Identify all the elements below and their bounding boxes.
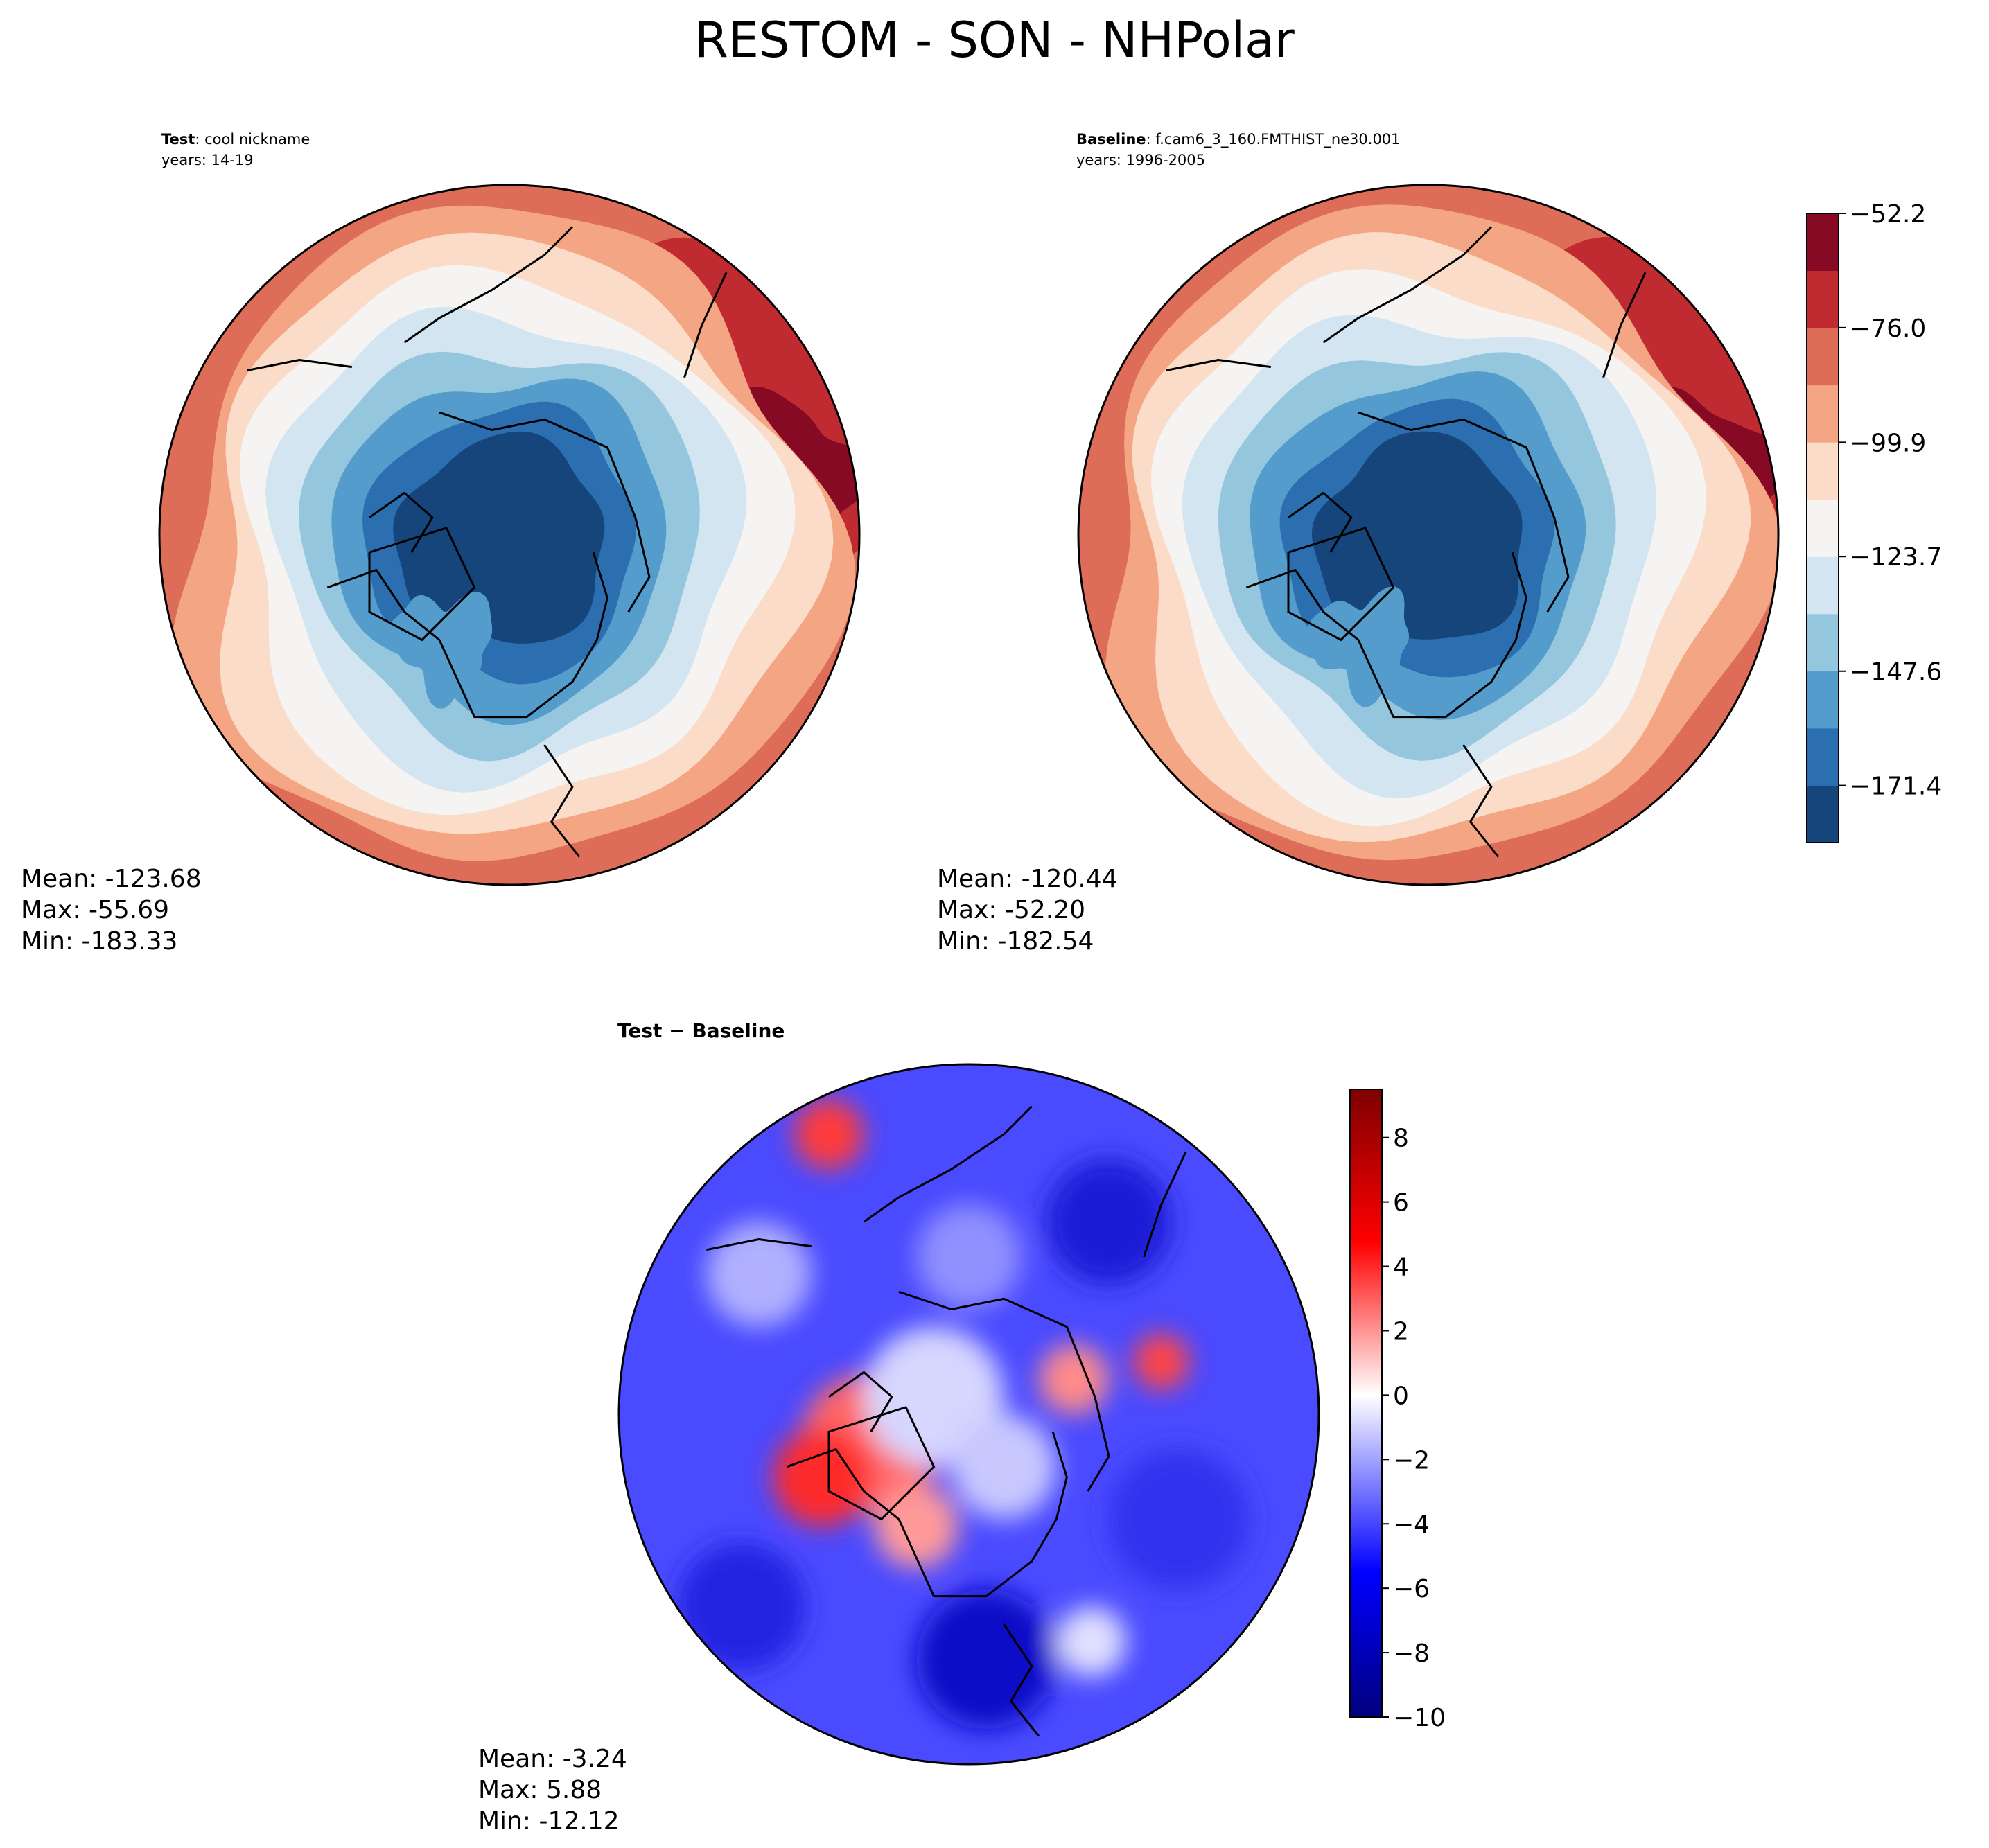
contour-band — [1308, 586, 1410, 707]
colorbar-level — [1807, 213, 1839, 272]
colorbar-level — [1807, 385, 1839, 443]
coastline — [683, 272, 728, 378]
colorbar-tick-label: 4 — [1393, 1253, 1409, 1282]
reference-colorbar: −52.2 −76.0 −99.9 −123.7 −147.6 −171.4 — [1806, 200, 1942, 843]
contour-band — [393, 431, 605, 644]
diff-anomaly — [1133, 1333, 1190, 1390]
coastline — [706, 1238, 812, 1251]
test-max: Max: -55.69 — [21, 896, 169, 924]
diff-anomaly — [794, 1099, 864, 1170]
diff-map-boundary — [617, 1063, 1320, 1766]
colorbar-level — [1807, 728, 1839, 786]
colorbar-frame — [1806, 213, 1839, 843]
colorbar-frame — [1349, 1089, 1383, 1718]
diff-map — [619, 1064, 1319, 1764]
colorbar-tick-label: −123.7 — [1850, 543, 1942, 572]
diff-anomaly — [916, 1589, 1057, 1730]
test-map-boundary — [158, 184, 861, 886]
coastline — [403, 226, 573, 344]
colorbar-tick-label: −171.4 — [1850, 773, 1942, 801]
coastline-greenland — [368, 527, 476, 642]
coastline — [898, 1290, 1110, 1492]
diff-anomaly — [1056, 1606, 1127, 1677]
colorbar-tick-label: 8 — [1393, 1125, 1409, 1153]
coastline — [1166, 359, 1271, 372]
colorbar-level — [1807, 499, 1839, 557]
diff-anomaly — [1109, 1449, 1249, 1590]
diff-anomaly — [1046, 1159, 1172, 1285]
test-mean: Mean: -123.68 — [21, 865, 202, 893]
diff-anomaly — [678, 1543, 805, 1670]
colorbar-tick-label: −8 — [1393, 1639, 1430, 1668]
colorbar-tick-label: −147.6 — [1850, 658, 1942, 687]
colorbar-level — [1807, 556, 1839, 615]
diff-anomaly — [916, 1204, 1022, 1310]
colorbar-tick-label: −2 — [1393, 1446, 1430, 1475]
colorbar-level — [1807, 671, 1839, 729]
colorbar-level — [1807, 270, 1839, 328]
colorbar-tick-label: 0 — [1393, 1382, 1409, 1410]
coastline — [1602, 272, 1647, 378]
baseline-min: Min: -182.54 — [937, 927, 1094, 956]
test-label-bold: Test — [161, 131, 195, 148]
coastline — [543, 744, 581, 858]
colorbar-tick-label: 2 — [1393, 1317, 1409, 1346]
colorbar-tick-label: −4 — [1393, 1511, 1430, 1539]
baseline-map-boundary — [1077, 184, 1780, 886]
diff-max: Max: 5.88 — [478, 1776, 602, 1804]
colorbar-level — [1807, 442, 1839, 500]
diff-anomaly — [1039, 1344, 1109, 1414]
baseline-label-bold: Baseline — [1076, 131, 1146, 148]
colorbar-tick-label: −99.9 — [1850, 429, 1926, 457]
colorbar-level — [1807, 785, 1839, 843]
test-years: years: 14-19 — [161, 152, 254, 168]
coastline — [1245, 552, 1527, 719]
coastline-greenland — [827, 1406, 936, 1521]
colorbar-level — [1807, 328, 1839, 386]
colorbar-tick-label: 6 — [1393, 1189, 1409, 1217]
coastline — [1003, 1623, 1040, 1737]
colorbar-level — [1807, 613, 1839, 671]
test-min: Min: -183.33 — [21, 927, 177, 956]
baseline-map — [1078, 185, 1778, 885]
diff-colorbar: −10 −8 −6 −4 −2 0 2 4 6 8 — [1349, 1089, 1446, 1732]
diff-title: Test − Baseline — [617, 1019, 785, 1042]
coastline — [863, 1105, 1033, 1223]
diff-anomaly — [706, 1222, 812, 1327]
test-label: Test: cool nickname — [161, 131, 310, 148]
coastline — [786, 1431, 1068, 1598]
contour-band — [1312, 431, 1523, 640]
baseline-max: Max: -52.20 — [937, 896, 1085, 924]
baseline-years: years: 1996-2005 — [1076, 152, 1205, 168]
coastline — [247, 359, 352, 372]
colorbar-tick-label: −76.0 — [1850, 315, 1926, 343]
test-map — [159, 185, 859, 885]
coastline — [1322, 226, 1492, 344]
test-label-name: : cool nickname — [195, 131, 310, 148]
diff-anomaly — [951, 1414, 1057, 1520]
baseline-mean: Mean: -120.44 — [937, 865, 1118, 893]
coastline — [1462, 744, 1500, 858]
coastline-greenland — [1287, 527, 1395, 642]
colorbar-tick-label: −6 — [1393, 1575, 1430, 1603]
coastline — [439, 411, 651, 613]
colorbar-gradient — [1350, 1089, 1382, 1717]
diff-min: Min: -12.12 — [478, 1807, 620, 1836]
coastline — [1143, 1151, 1187, 1258]
coastline — [326, 552, 608, 719]
figure-title: RESTOM - SON - NHPolar — [694, 12, 1295, 69]
diff-mean: Mean: -3.24 — [478, 1745, 627, 1773]
diff-anomaly — [773, 1428, 871, 1526]
baseline-label: Baseline: f.cam6_3_160.FMTHIST_ne30.001 — [1076, 131, 1401, 148]
baseline-label-name: : f.cam6_3_160.FMTHIST_ne30.001 — [1146, 131, 1401, 148]
coastline — [1358, 411, 1570, 613]
colorbar-tick-label: −52.2 — [1850, 200, 1926, 229]
colorbar-tick-label: −10 — [1393, 1704, 1446, 1732]
diff-field — [678, 1099, 1249, 1730]
